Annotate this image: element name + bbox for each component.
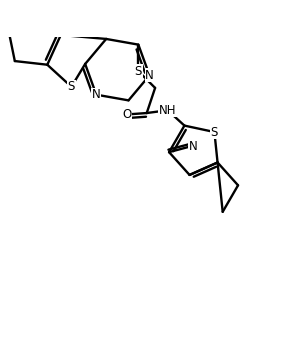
Text: O: O — [123, 108, 132, 121]
Text: N: N — [92, 88, 101, 101]
Text: N: N — [189, 140, 198, 153]
Text: N: N — [145, 69, 154, 82]
Text: S: S — [135, 65, 142, 78]
Text: S: S — [211, 126, 218, 138]
Text: NH: NH — [159, 104, 177, 117]
Text: S: S — [68, 80, 75, 93]
